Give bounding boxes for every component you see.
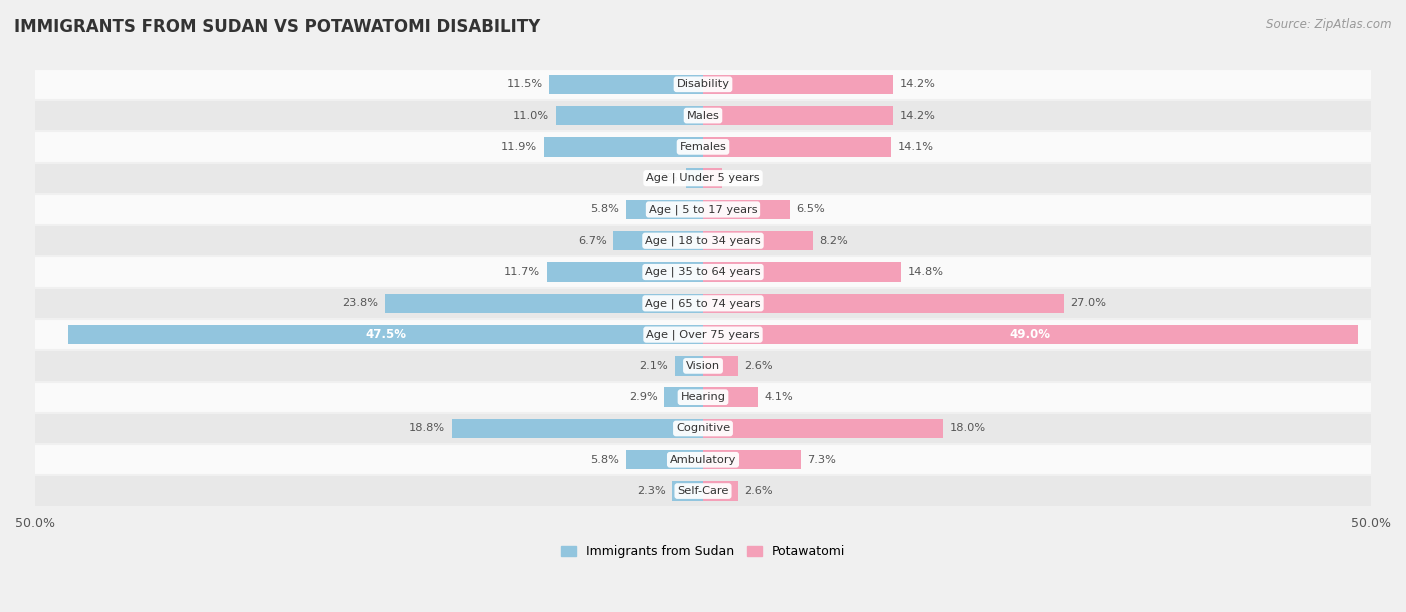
Bar xyxy=(626,450,703,469)
Bar xyxy=(451,419,703,438)
Bar xyxy=(626,200,703,219)
Text: 18.0%: 18.0% xyxy=(950,424,986,433)
Bar xyxy=(686,168,703,188)
Text: 2.9%: 2.9% xyxy=(628,392,658,402)
Bar xyxy=(385,294,703,313)
Bar xyxy=(703,356,738,376)
Text: 14.2%: 14.2% xyxy=(900,80,935,89)
Text: 2.3%: 2.3% xyxy=(637,486,665,496)
Text: Age | Under 5 years: Age | Under 5 years xyxy=(647,173,759,184)
Text: Cognitive: Cognitive xyxy=(676,424,730,433)
Bar xyxy=(550,75,703,94)
Bar xyxy=(547,263,703,282)
Text: 27.0%: 27.0% xyxy=(1070,298,1107,308)
Text: 6.5%: 6.5% xyxy=(797,204,825,214)
Text: 5.8%: 5.8% xyxy=(591,204,619,214)
Bar xyxy=(703,106,893,125)
Text: Age | 5 to 17 years: Age | 5 to 17 years xyxy=(648,204,758,215)
Legend: Immigrants from Sudan, Potawatomi: Immigrants from Sudan, Potawatomi xyxy=(555,540,851,563)
Text: 6.7%: 6.7% xyxy=(578,236,607,246)
Bar xyxy=(35,256,1371,288)
Text: 1.3%: 1.3% xyxy=(650,173,679,183)
Bar xyxy=(703,387,758,407)
Text: 8.2%: 8.2% xyxy=(820,236,848,246)
Bar xyxy=(35,381,1371,413)
Text: 11.0%: 11.0% xyxy=(513,111,550,121)
Bar xyxy=(703,168,721,188)
Text: Age | 18 to 34 years: Age | 18 to 34 years xyxy=(645,236,761,246)
Text: Disability: Disability xyxy=(676,80,730,89)
Bar xyxy=(35,131,1371,163)
Text: 11.9%: 11.9% xyxy=(501,142,537,152)
Text: Hearing: Hearing xyxy=(681,392,725,402)
Text: 2.1%: 2.1% xyxy=(640,361,668,371)
Text: 5.8%: 5.8% xyxy=(591,455,619,465)
Text: Males: Males xyxy=(686,111,720,121)
Text: Self-Care: Self-Care xyxy=(678,486,728,496)
Text: Ambulatory: Ambulatory xyxy=(669,455,737,465)
Text: 47.5%: 47.5% xyxy=(366,328,406,341)
Text: 2.6%: 2.6% xyxy=(744,361,773,371)
Bar xyxy=(675,356,703,376)
Bar xyxy=(35,476,1371,507)
Text: 49.0%: 49.0% xyxy=(1010,328,1050,341)
Bar xyxy=(703,325,1358,345)
Bar xyxy=(35,288,1371,319)
Bar xyxy=(35,444,1371,476)
Text: 11.5%: 11.5% xyxy=(506,80,543,89)
Text: 18.8%: 18.8% xyxy=(409,424,446,433)
Bar xyxy=(555,106,703,125)
Bar xyxy=(35,100,1371,131)
Bar xyxy=(35,319,1371,350)
Bar xyxy=(703,450,800,469)
Text: 14.2%: 14.2% xyxy=(900,111,935,121)
Bar xyxy=(703,137,891,157)
Bar xyxy=(664,387,703,407)
Bar xyxy=(703,200,790,219)
Bar xyxy=(35,225,1371,256)
Bar xyxy=(35,350,1371,381)
Bar xyxy=(613,231,703,250)
Bar xyxy=(703,294,1064,313)
Bar xyxy=(672,482,703,501)
Text: 11.7%: 11.7% xyxy=(503,267,540,277)
Bar xyxy=(703,75,893,94)
Bar xyxy=(35,69,1371,100)
Text: Age | Over 75 years: Age | Over 75 years xyxy=(647,329,759,340)
Text: 1.4%: 1.4% xyxy=(728,173,758,183)
Text: 14.8%: 14.8% xyxy=(907,267,943,277)
Text: Age | 35 to 64 years: Age | 35 to 64 years xyxy=(645,267,761,277)
Text: 7.3%: 7.3% xyxy=(807,455,837,465)
Bar xyxy=(35,413,1371,444)
Bar xyxy=(69,325,703,345)
Text: Source: ZipAtlas.com: Source: ZipAtlas.com xyxy=(1267,18,1392,31)
Text: 4.1%: 4.1% xyxy=(765,392,793,402)
Text: IMMIGRANTS FROM SUDAN VS POTAWATOMI DISABILITY: IMMIGRANTS FROM SUDAN VS POTAWATOMI DISA… xyxy=(14,18,540,36)
Text: Age | 65 to 74 years: Age | 65 to 74 years xyxy=(645,298,761,308)
Bar xyxy=(544,137,703,157)
Bar xyxy=(703,419,943,438)
Bar xyxy=(35,163,1371,194)
Text: 2.6%: 2.6% xyxy=(744,486,773,496)
Bar xyxy=(703,231,813,250)
Bar xyxy=(703,263,901,282)
Text: 14.1%: 14.1% xyxy=(898,142,934,152)
Text: 23.8%: 23.8% xyxy=(342,298,378,308)
Bar xyxy=(703,482,738,501)
Bar xyxy=(35,194,1371,225)
Text: Females: Females xyxy=(679,142,727,152)
Text: Vision: Vision xyxy=(686,361,720,371)
